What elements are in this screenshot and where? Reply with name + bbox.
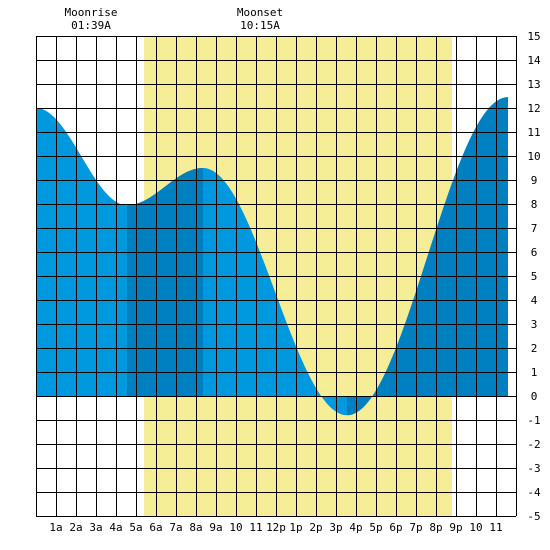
x-tick-label: 9p — [449, 521, 462, 534]
x-tick-label: 3p — [329, 521, 342, 534]
x-tick-label: 12p — [266, 521, 286, 534]
y-tick-label: -2 — [527, 438, 540, 451]
moonset-time: 10:15A — [240, 19, 280, 32]
y-tick-label: 12 — [527, 102, 540, 115]
y-tick-label: 8 — [531, 198, 538, 211]
y-tick-label: 15 — [527, 30, 540, 43]
x-tick-label: 11 — [489, 521, 502, 534]
x-tick-label: 8p — [429, 521, 442, 534]
x-tick-label: 10 — [229, 521, 242, 534]
tide-area-shaded-1 — [127, 168, 203, 396]
x-tick-label: 6p — [389, 521, 402, 534]
y-tick-label: 11 — [527, 126, 540, 139]
y-tick-label: -5 — [527, 510, 540, 523]
moonrise-time: 01:39A — [71, 19, 111, 32]
x-tick-label: 8a — [189, 521, 202, 534]
x-tick-label: 4p — [349, 521, 362, 534]
x-tick-label: 4a — [109, 521, 122, 534]
y-tick-label: 13 — [527, 78, 540, 91]
y-tick-label: 9 — [531, 174, 538, 187]
moonset-annotation: Moonset 10:15A — [237, 6, 283, 32]
y-tick-label: -4 — [527, 486, 541, 499]
y-tick-label: 0 — [531, 390, 538, 403]
moonset-title: Moonset — [236, 6, 284, 19]
y-tick-label: -1 — [527, 414, 540, 427]
tide-area-layer — [36, 97, 508, 416]
y-tick-label: 4 — [531, 294, 538, 307]
y-tick-label: 14 — [527, 54, 541, 67]
grid-layer — [36, 36, 517, 517]
x-tick-label: 1a — [49, 521, 62, 534]
x-tick-label: 7a — [169, 521, 182, 534]
y-tick-label: -3 — [527, 462, 540, 475]
x-tick-label: 3a — [89, 521, 102, 534]
y-tick-label: 3 — [531, 318, 538, 331]
x-tick-label: 5a — [129, 521, 142, 534]
x-axis-tick-labels: 1a 2a 3a 4a 5a 6a 7a 8a 9a 10 11 12p 1p 2p 3p 4p 5p 6p 7p 8… — [49, 521, 502, 534]
y-tick-label: 10 — [527, 150, 540, 163]
x-tick-label: 9a — [209, 521, 222, 534]
x-tick-label: 6a — [149, 521, 162, 534]
x-tick-label: 2p — [309, 521, 322, 534]
y-tick-label: 7 — [531, 222, 538, 235]
y-tick-label: 2 — [531, 342, 538, 355]
moonrise-annotation: Moonrise 01:39A — [65, 6, 118, 32]
y-tick-label: 6 — [531, 246, 538, 259]
x-tick-label: 11 — [249, 521, 262, 534]
x-tick-label: 5p — [369, 521, 382, 534]
x-tick-label: 10 — [469, 521, 482, 534]
x-tick-label: 7p — [409, 521, 422, 534]
moonrise-title: Moonrise — [64, 6, 118, 19]
x-tick-label: 1p — [289, 521, 302, 534]
y-tick-label: 5 — [531, 270, 538, 283]
y-tick-label: 1 — [531, 366, 538, 379]
x-tick-label: 2a — [69, 521, 82, 534]
tide-area-shaded-2 — [347, 97, 508, 416]
